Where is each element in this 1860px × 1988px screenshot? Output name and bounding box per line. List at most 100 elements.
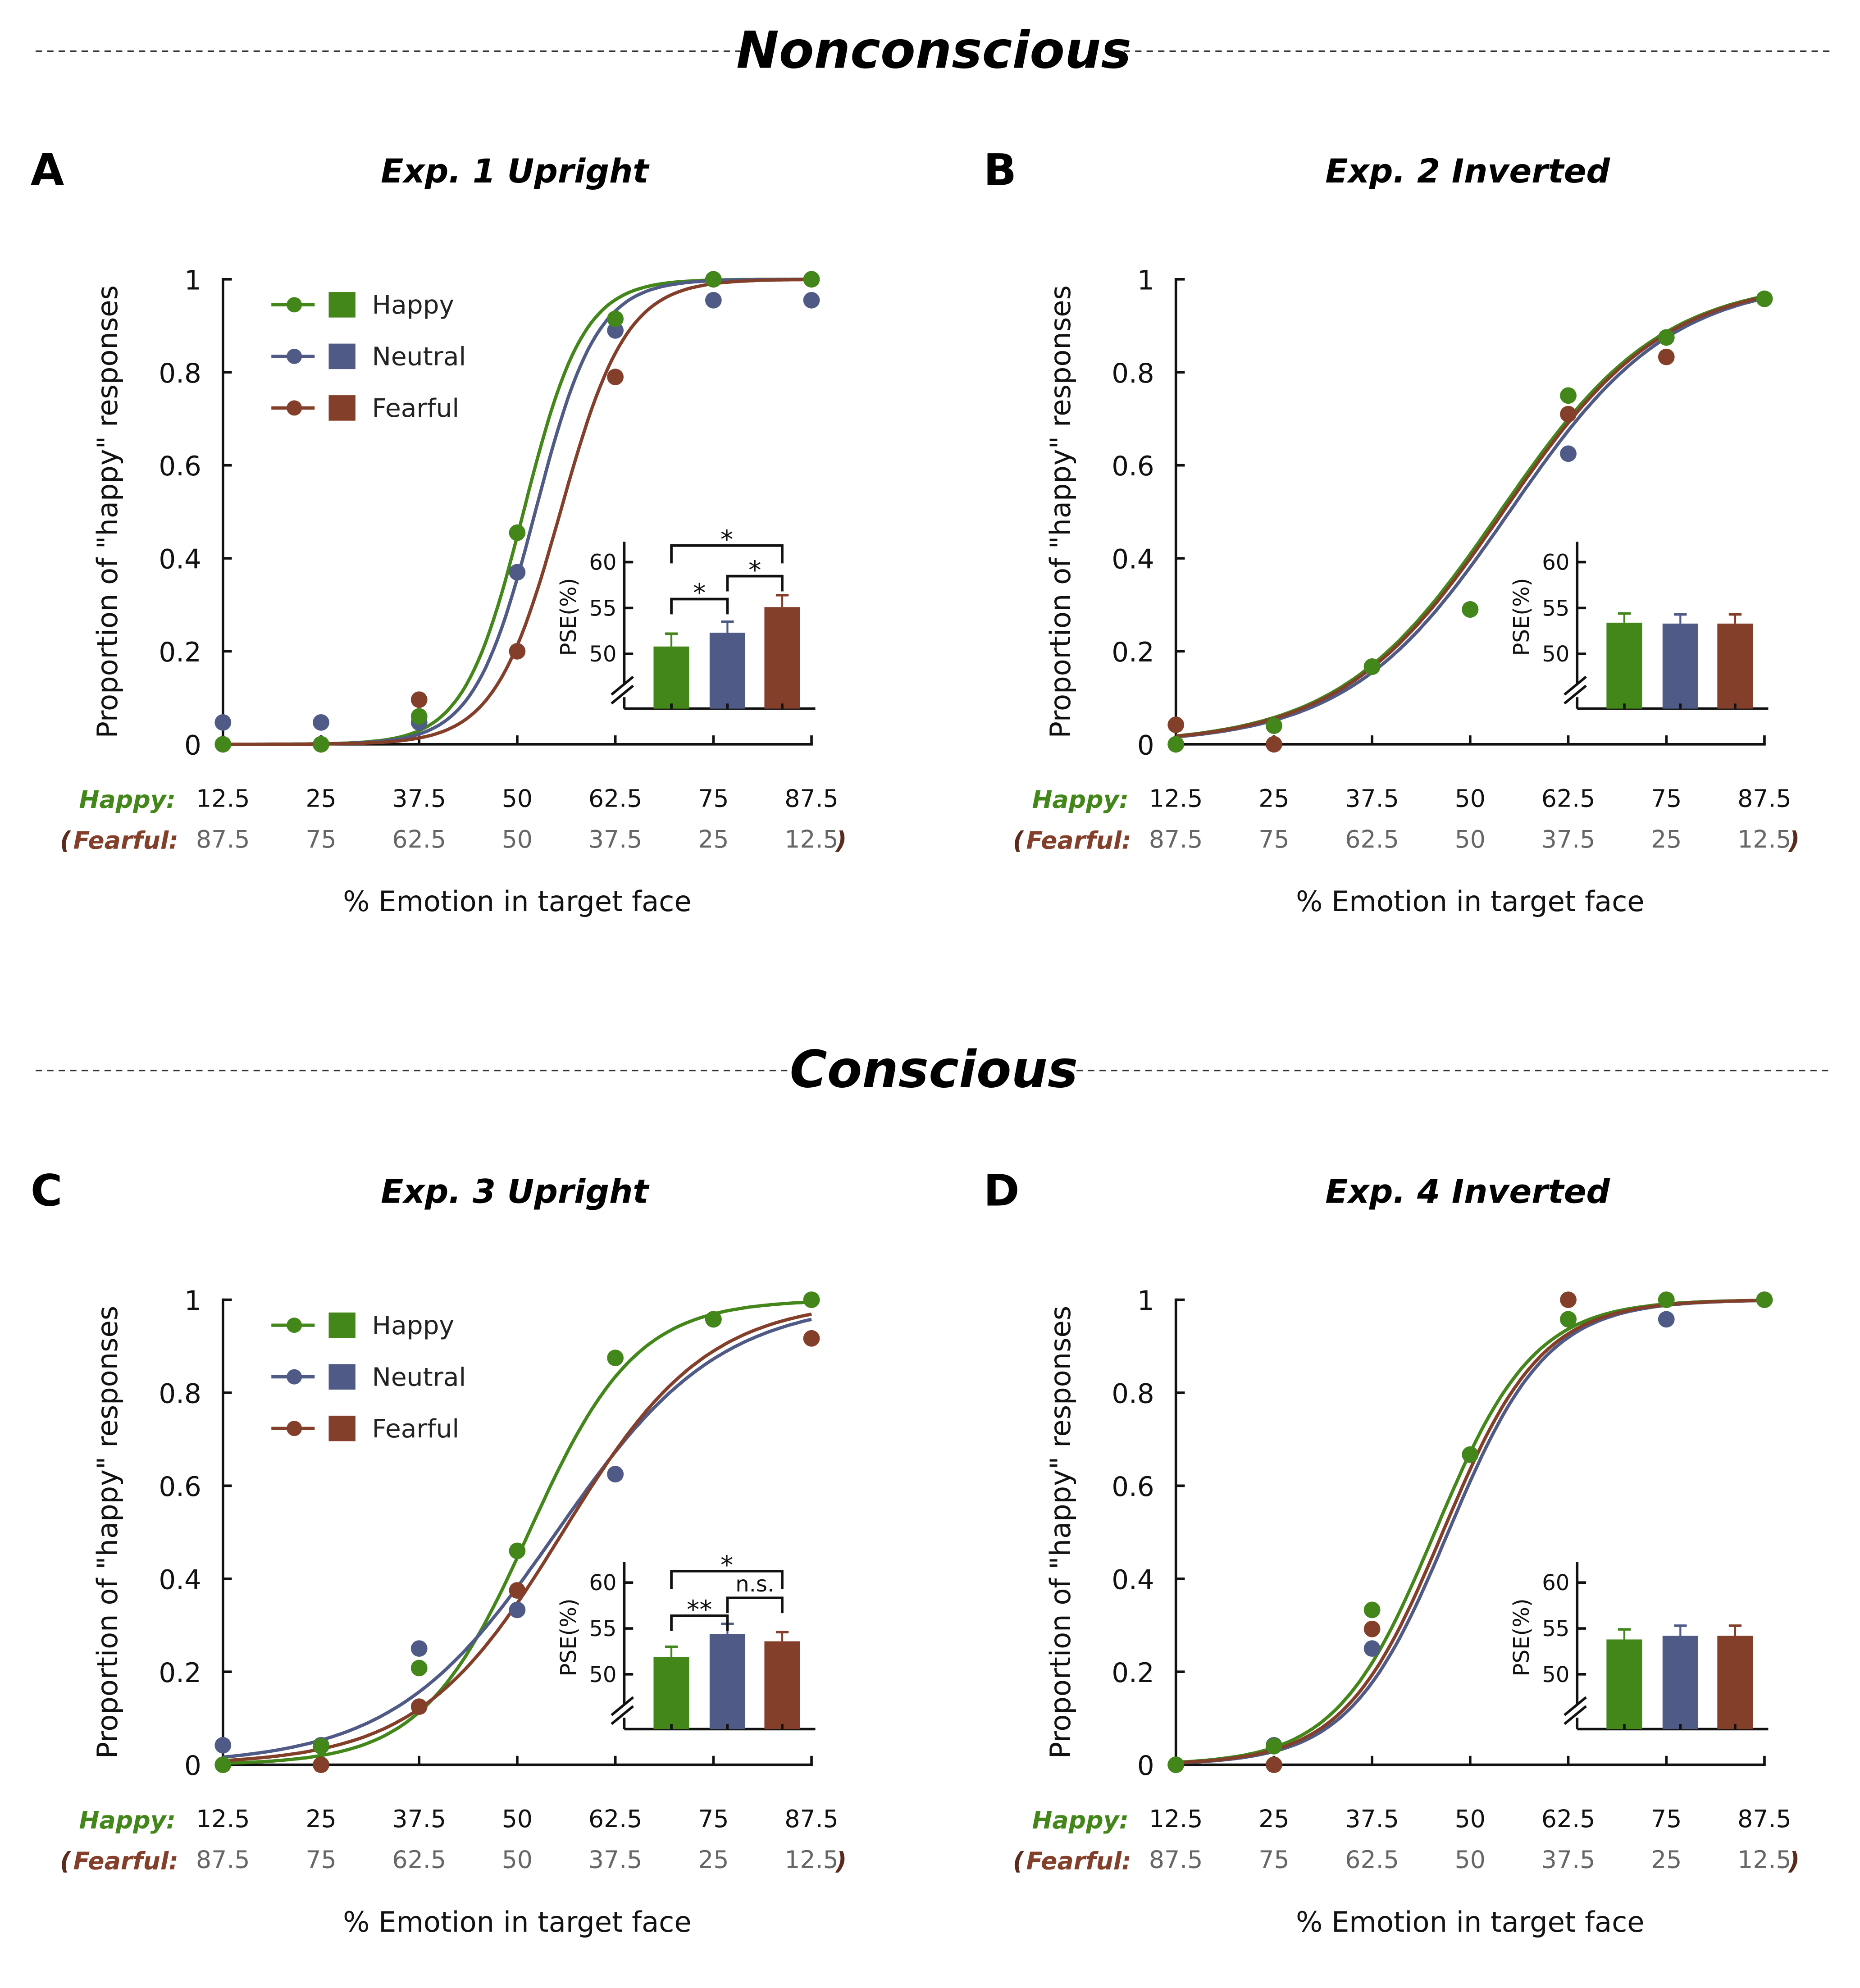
x-tick-label-fearful: 25: [698, 1846, 729, 1874]
y-tick-label: 1: [1137, 1286, 1154, 1317]
significance-label: *: [693, 579, 706, 608]
legend-item-fearful: Fearful: [271, 1414, 459, 1444]
close-paren: ): [835, 826, 847, 855]
y-axis-label: Proportion of "happy" responses: [1044, 1306, 1077, 1759]
open-paren: (: [60, 1847, 72, 1875]
x-tick-label-happy: 12.5: [196, 784, 250, 812]
legend-item-happy: Happy: [271, 291, 454, 320]
data-point-neutral: [509, 564, 526, 581]
y-axis-label: Proportion of "happy" responses: [91, 285, 124, 738]
x-axis-label: % Emotion in target face: [343, 885, 691, 918]
significance-bracket: [670, 544, 784, 564]
data-point-fearful: [1560, 406, 1577, 423]
axis-break-mark: [611, 1696, 634, 1716]
data-point-neutral: [214, 714, 232, 731]
bar-happy: [653, 646, 689, 709]
panel-title: Exp. 4 Inverted: [1325, 1173, 1610, 1211]
legend-swatch: [328, 292, 356, 318]
x-tick-label-fearful: 50: [1455, 1846, 1486, 1874]
panel-letter: C: [31, 1165, 63, 1216]
x-tick-label-fearful: 62.5: [1345, 825, 1399, 853]
x-tick-label-happy: 50: [502, 784, 533, 812]
legend-item-fearful: Fearful: [271, 394, 459, 423]
y-tick-label: 1: [184, 1286, 201, 1317]
legend-swatch: [328, 1415, 356, 1441]
x-tick-label-fearful: 37.5: [588, 825, 643, 853]
y-tick-label: 0.4: [159, 544, 201, 575]
x-axis-label: % Emotion in target face: [1296, 885, 1644, 918]
section-title: Nonconscious: [736, 20, 1131, 80]
inset-y-tick-label: 50: [589, 642, 616, 667]
data-point-neutral: [705, 292, 722, 309]
axis-break-mark: [1564, 1705, 1587, 1725]
data-point-fearful: [509, 1582, 526, 1599]
data-point-fearful: [313, 1756, 329, 1773]
panel-letter: D: [984, 1165, 1020, 1216]
data-point-happy: [509, 524, 526, 541]
bar-neutral: [709, 633, 746, 709]
x-tick-label-happy: 50: [502, 1805, 533, 1833]
x-axis-label: % Emotion in target face: [343, 1906, 691, 1938]
bar-happy: [1606, 1639, 1642, 1729]
legend-label: Fearful: [372, 1414, 460, 1444]
x-tick-label-fearful: 62.5: [1345, 1846, 1399, 1874]
inset-y-tick-label: 60: [589, 1570, 616, 1596]
data-point-happy: [803, 1291, 820, 1308]
close-paren: ): [1788, 826, 1800, 855]
bar-fearful: [764, 1641, 800, 1729]
bar-fearful: [1717, 623, 1753, 709]
x-tick-label-happy: 75: [698, 784, 729, 812]
data-point-happy: [410, 708, 428, 725]
x-tick-label-fearful: 37.5: [1541, 1846, 1596, 1874]
x-tick-label-happy: 12.5: [1149, 1805, 1203, 1833]
inset-y-tick-label: 55: [1542, 596, 1569, 621]
x-row-label-happy: Happy:: [1032, 785, 1129, 814]
open-paren: (: [1013, 1847, 1025, 1875]
panel-b: B Exp. 2 Inverted 0 0.2 0.4 0.6 0.8 1 Proportion…: [984, 145, 1800, 918]
data-point-happy: [313, 1737, 329, 1755]
data-point-happy: [1462, 601, 1479, 618]
data-point-fearful: [1167, 716, 1185, 733]
x-row-label-fearful: Fearful:: [73, 1847, 178, 1875]
x-tick-label-happy: 87.5: [1737, 784, 1792, 812]
inset-y-tick-label: 60: [1542, 1570, 1569, 1596]
data-point-fearful: [607, 369, 624, 385]
x-tick-label-fearful: 75: [1258, 825, 1289, 853]
bar-neutral: [1662, 623, 1698, 709]
x-tick-label-happy: 87.5: [784, 1805, 839, 1833]
bar-neutral: [1662, 1636, 1698, 1729]
x-tick-label-happy: 62.5: [588, 784, 643, 812]
open-paren: (: [1013, 826, 1025, 855]
data-point-happy: [509, 1542, 526, 1559]
y-tick-label: 0.6: [1112, 1472, 1154, 1503]
data-point-happy: [1756, 290, 1773, 307]
data-point-happy: [1462, 1446, 1479, 1463]
y-tick-label: 0.2: [159, 1658, 201, 1689]
inset-y-axis-label: PSE(%): [1509, 578, 1534, 656]
inset-y-tick-label: 55: [589, 596, 616, 621]
y-tick-label: 0.6: [159, 451, 201, 482]
x-tick-label-fearful: 87.5: [196, 1846, 250, 1874]
axis-break-mark: [1564, 675, 1587, 696]
legend-marker: [287, 1421, 302, 1436]
legend-label: Neutral: [372, 342, 466, 372]
x-tick-label-happy: 37.5: [1345, 784, 1399, 812]
inset-y-tick-label: 60: [589, 550, 616, 575]
bar-fearful: [764, 607, 800, 709]
legend-swatch: [328, 1312, 356, 1338]
data-point-happy: [1266, 717, 1282, 734]
data-point-fearful: [410, 1698, 428, 1715]
panel-letter: B: [984, 145, 1017, 196]
data-point-happy: [1658, 1291, 1675, 1308]
inset-y-tick-label: 50: [1542, 1662, 1569, 1687]
axis-break-mark: [611, 1705, 634, 1725]
x-tick-label-fearful: 75: [305, 825, 336, 853]
y-axis-label: Proportion of "happy" responses: [1044, 285, 1077, 738]
data-point-neutral: [313, 714, 329, 731]
x-tick-label-happy: 62.5: [1541, 784, 1596, 812]
data-point-fearful: [410, 691, 428, 708]
x-tick-label-fearful: 87.5: [1149, 825, 1203, 853]
significance-label: *: [720, 1550, 733, 1580]
x-tick-label-happy: 37.5: [1345, 1805, 1399, 1833]
y-tick-label: 0.4: [1112, 544, 1154, 575]
